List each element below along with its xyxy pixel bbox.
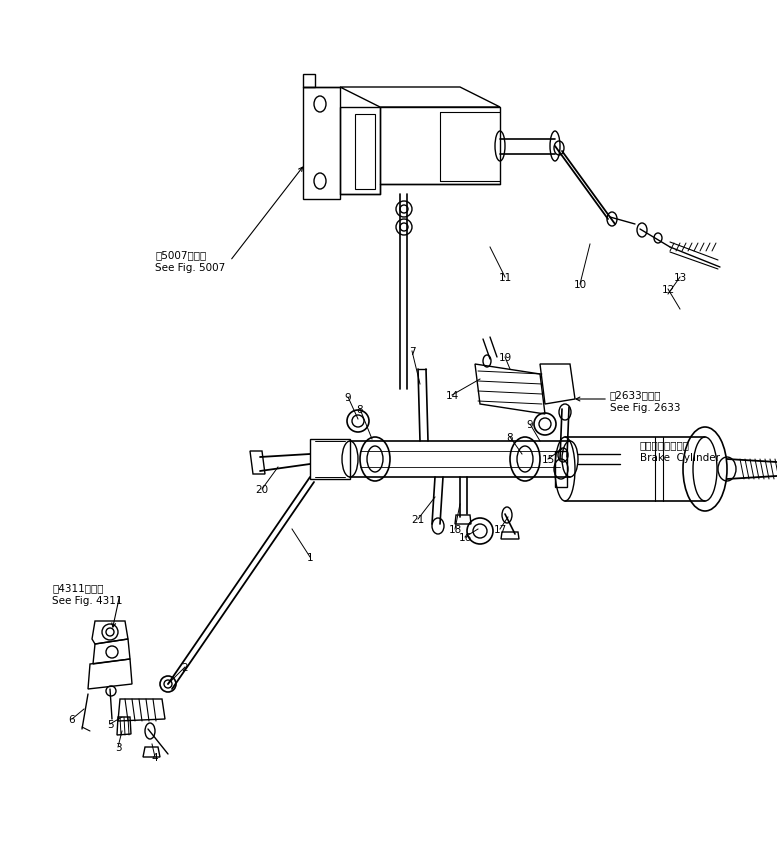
Text: Brake  Cylinder: Brake Cylinder xyxy=(640,453,720,462)
Text: 8: 8 xyxy=(357,405,364,414)
Text: 15: 15 xyxy=(542,455,555,464)
Text: 10: 10 xyxy=(573,280,587,289)
Text: 19: 19 xyxy=(498,353,511,362)
Text: 12: 12 xyxy=(661,285,674,294)
Text: 第2633図参照: 第2633図参照 xyxy=(610,389,661,400)
Text: 1: 1 xyxy=(307,553,313,562)
Text: 9: 9 xyxy=(345,393,351,403)
Text: 17: 17 xyxy=(493,524,507,535)
Text: 第5007図参照: 第5007図参照 xyxy=(155,250,206,260)
Text: 16: 16 xyxy=(458,532,472,542)
Text: 第4311図参照: 第4311図参照 xyxy=(52,582,103,592)
Text: 14: 14 xyxy=(445,391,458,400)
Text: 9: 9 xyxy=(527,419,533,430)
Text: 20: 20 xyxy=(256,485,269,494)
Text: 7: 7 xyxy=(409,347,416,356)
Text: 21: 21 xyxy=(411,514,424,524)
Text: 5: 5 xyxy=(106,719,113,729)
Text: See Fig. 4311: See Fig. 4311 xyxy=(52,595,123,605)
Text: See Fig. 2633: See Fig. 2633 xyxy=(610,403,681,412)
Text: ブレーキシリンダ: ブレーキシリンダ xyxy=(640,439,690,449)
Text: 18: 18 xyxy=(448,524,462,535)
Text: 6: 6 xyxy=(68,714,75,724)
Text: 13: 13 xyxy=(674,273,687,282)
Text: 4: 4 xyxy=(152,753,159,762)
Text: 2: 2 xyxy=(182,662,188,672)
Text: 11: 11 xyxy=(498,273,511,282)
Text: 8: 8 xyxy=(507,432,514,443)
Text: 3: 3 xyxy=(115,742,121,753)
Text: See Fig. 5007: See Fig. 5007 xyxy=(155,263,225,273)
